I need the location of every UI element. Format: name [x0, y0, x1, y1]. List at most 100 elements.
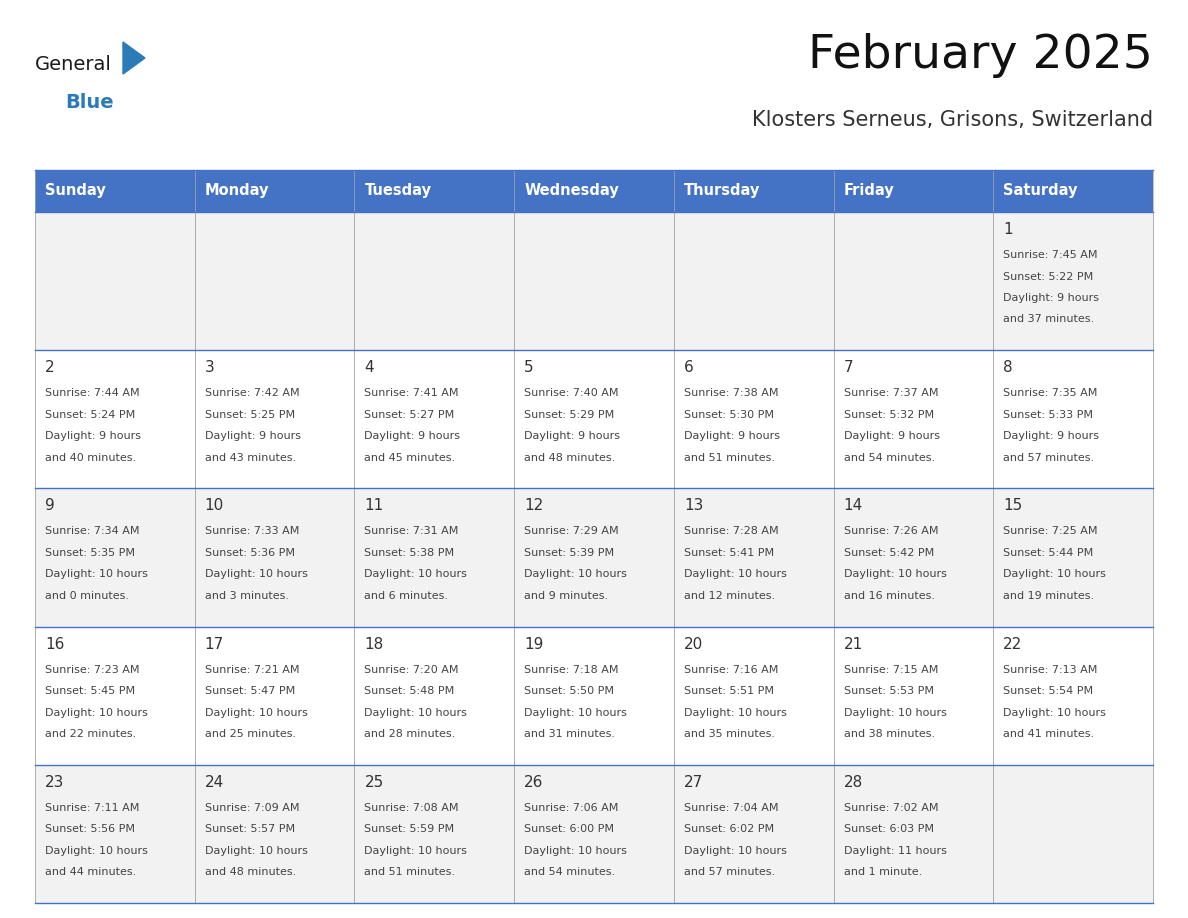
- Bar: [674, 212, 834, 350]
- Text: 11: 11: [365, 498, 384, 513]
- Text: 13: 13: [684, 498, 703, 513]
- Text: General: General: [34, 55, 112, 74]
- Text: Daylight: 9 hours: Daylight: 9 hours: [45, 431, 141, 442]
- Text: 6: 6: [684, 360, 694, 375]
- Text: Sunrise: 7:23 AM: Sunrise: 7:23 AM: [45, 665, 139, 675]
- Text: and 38 minutes.: and 38 minutes.: [843, 729, 935, 739]
- Text: Sunset: 5:54 PM: Sunset: 5:54 PM: [1004, 686, 1093, 696]
- Text: Sunset: 5:35 PM: Sunset: 5:35 PM: [45, 548, 135, 558]
- Bar: [34, 350, 195, 488]
- Text: and 48 minutes.: and 48 minutes.: [204, 868, 296, 878]
- Bar: [34, 488, 195, 627]
- Text: Sunrise: 7:29 AM: Sunrise: 7:29 AM: [524, 526, 619, 536]
- Text: and 22 minutes.: and 22 minutes.: [45, 729, 137, 739]
- Text: Daylight: 10 hours: Daylight: 10 hours: [204, 569, 308, 579]
- Text: Sunset: 5:59 PM: Sunset: 5:59 PM: [365, 824, 455, 834]
- Text: Sunrise: 7:08 AM: Sunrise: 7:08 AM: [365, 803, 459, 812]
- Text: Sunrise: 7:11 AM: Sunrise: 7:11 AM: [45, 803, 139, 812]
- Text: Daylight: 10 hours: Daylight: 10 hours: [684, 708, 786, 718]
- Text: 4: 4: [365, 360, 374, 375]
- Text: 10: 10: [204, 498, 225, 513]
- Text: Sunset: 5:39 PM: Sunset: 5:39 PM: [524, 548, 614, 558]
- Bar: [354, 350, 514, 488]
- Text: and 41 minutes.: and 41 minutes.: [1004, 729, 1094, 739]
- Bar: [195, 627, 354, 765]
- Text: 2: 2: [45, 360, 55, 375]
- Bar: [993, 765, 1154, 903]
- Text: 21: 21: [843, 636, 862, 652]
- Bar: [514, 170, 674, 212]
- Text: and 19 minutes.: and 19 minutes.: [1004, 591, 1094, 601]
- Text: 20: 20: [684, 636, 703, 652]
- Bar: [354, 170, 514, 212]
- Bar: [195, 350, 354, 488]
- Text: Sunrise: 7:38 AM: Sunrise: 7:38 AM: [684, 388, 778, 398]
- Bar: [354, 212, 514, 350]
- Text: Daylight: 9 hours: Daylight: 9 hours: [843, 431, 940, 442]
- Text: 19: 19: [524, 636, 544, 652]
- Text: Daylight: 9 hours: Daylight: 9 hours: [684, 431, 779, 442]
- Text: Sunset: 5:25 PM: Sunset: 5:25 PM: [204, 409, 295, 420]
- Text: and 6 minutes.: and 6 minutes.: [365, 591, 448, 601]
- Text: 28: 28: [843, 775, 862, 789]
- Text: 16: 16: [45, 636, 64, 652]
- Text: Daylight: 10 hours: Daylight: 10 hours: [1004, 708, 1106, 718]
- Bar: [354, 488, 514, 627]
- Text: and 45 minutes.: and 45 minutes.: [365, 453, 455, 463]
- Text: 25: 25: [365, 775, 384, 789]
- Polygon shape: [124, 42, 145, 74]
- Bar: [514, 765, 674, 903]
- Text: and 9 minutes.: and 9 minutes.: [524, 591, 608, 601]
- Bar: [34, 627, 195, 765]
- Text: Sunset: 5:57 PM: Sunset: 5:57 PM: [204, 824, 295, 834]
- Text: Saturday: Saturday: [1004, 184, 1078, 198]
- Text: and 16 minutes.: and 16 minutes.: [843, 591, 935, 601]
- Text: 7: 7: [843, 360, 853, 375]
- Text: and 51 minutes.: and 51 minutes.: [684, 453, 775, 463]
- Text: Sunset: 6:02 PM: Sunset: 6:02 PM: [684, 824, 775, 834]
- Text: 22: 22: [1004, 636, 1023, 652]
- Text: Daylight: 10 hours: Daylight: 10 hours: [524, 569, 627, 579]
- Text: Daylight: 10 hours: Daylight: 10 hours: [843, 708, 947, 718]
- Text: and 25 minutes.: and 25 minutes.: [204, 729, 296, 739]
- Text: Daylight: 10 hours: Daylight: 10 hours: [843, 569, 947, 579]
- Text: Sunrise: 7:09 AM: Sunrise: 7:09 AM: [204, 803, 299, 812]
- Text: and 40 minutes.: and 40 minutes.: [45, 453, 137, 463]
- Text: 5: 5: [524, 360, 533, 375]
- Bar: [674, 627, 834, 765]
- Text: Sunrise: 7:40 AM: Sunrise: 7:40 AM: [524, 388, 619, 398]
- Bar: [993, 212, 1154, 350]
- Text: Sunset: 5:44 PM: Sunset: 5:44 PM: [1004, 548, 1093, 558]
- Text: Monday: Monday: [204, 184, 270, 198]
- Text: and 35 minutes.: and 35 minutes.: [684, 729, 775, 739]
- Text: Daylight: 10 hours: Daylight: 10 hours: [684, 845, 786, 856]
- Text: Daylight: 10 hours: Daylight: 10 hours: [365, 708, 467, 718]
- Text: Sunrise: 7:35 AM: Sunrise: 7:35 AM: [1004, 388, 1098, 398]
- Bar: [834, 170, 993, 212]
- Text: Daylight: 10 hours: Daylight: 10 hours: [365, 845, 467, 856]
- Bar: [993, 627, 1154, 765]
- Text: Sunset: 5:41 PM: Sunset: 5:41 PM: [684, 548, 775, 558]
- Text: Sunset: 5:27 PM: Sunset: 5:27 PM: [365, 409, 455, 420]
- Bar: [834, 627, 993, 765]
- Bar: [195, 170, 354, 212]
- Text: Daylight: 10 hours: Daylight: 10 hours: [684, 569, 786, 579]
- Text: and 28 minutes.: and 28 minutes.: [365, 729, 456, 739]
- Text: 18: 18: [365, 636, 384, 652]
- Text: Daylight: 11 hours: Daylight: 11 hours: [843, 845, 947, 856]
- Text: Sunrise: 7:04 AM: Sunrise: 7:04 AM: [684, 803, 778, 812]
- Text: 14: 14: [843, 498, 862, 513]
- Text: and 57 minutes.: and 57 minutes.: [684, 868, 775, 878]
- Text: Sunset: 5:45 PM: Sunset: 5:45 PM: [45, 686, 135, 696]
- Text: Daylight: 9 hours: Daylight: 9 hours: [204, 431, 301, 442]
- Bar: [514, 350, 674, 488]
- Text: and 0 minutes.: and 0 minutes.: [45, 591, 129, 601]
- Text: Sunrise: 7:18 AM: Sunrise: 7:18 AM: [524, 665, 619, 675]
- Text: Sunrise: 7:21 AM: Sunrise: 7:21 AM: [204, 665, 299, 675]
- Text: Sunset: 5:32 PM: Sunset: 5:32 PM: [843, 409, 934, 420]
- Text: Sunset: 5:36 PM: Sunset: 5:36 PM: [204, 548, 295, 558]
- Text: Sunrise: 7:42 AM: Sunrise: 7:42 AM: [204, 388, 299, 398]
- Text: 24: 24: [204, 775, 225, 789]
- Text: Sunrise: 7:20 AM: Sunrise: 7:20 AM: [365, 665, 459, 675]
- Text: and 44 minutes.: and 44 minutes.: [45, 868, 137, 878]
